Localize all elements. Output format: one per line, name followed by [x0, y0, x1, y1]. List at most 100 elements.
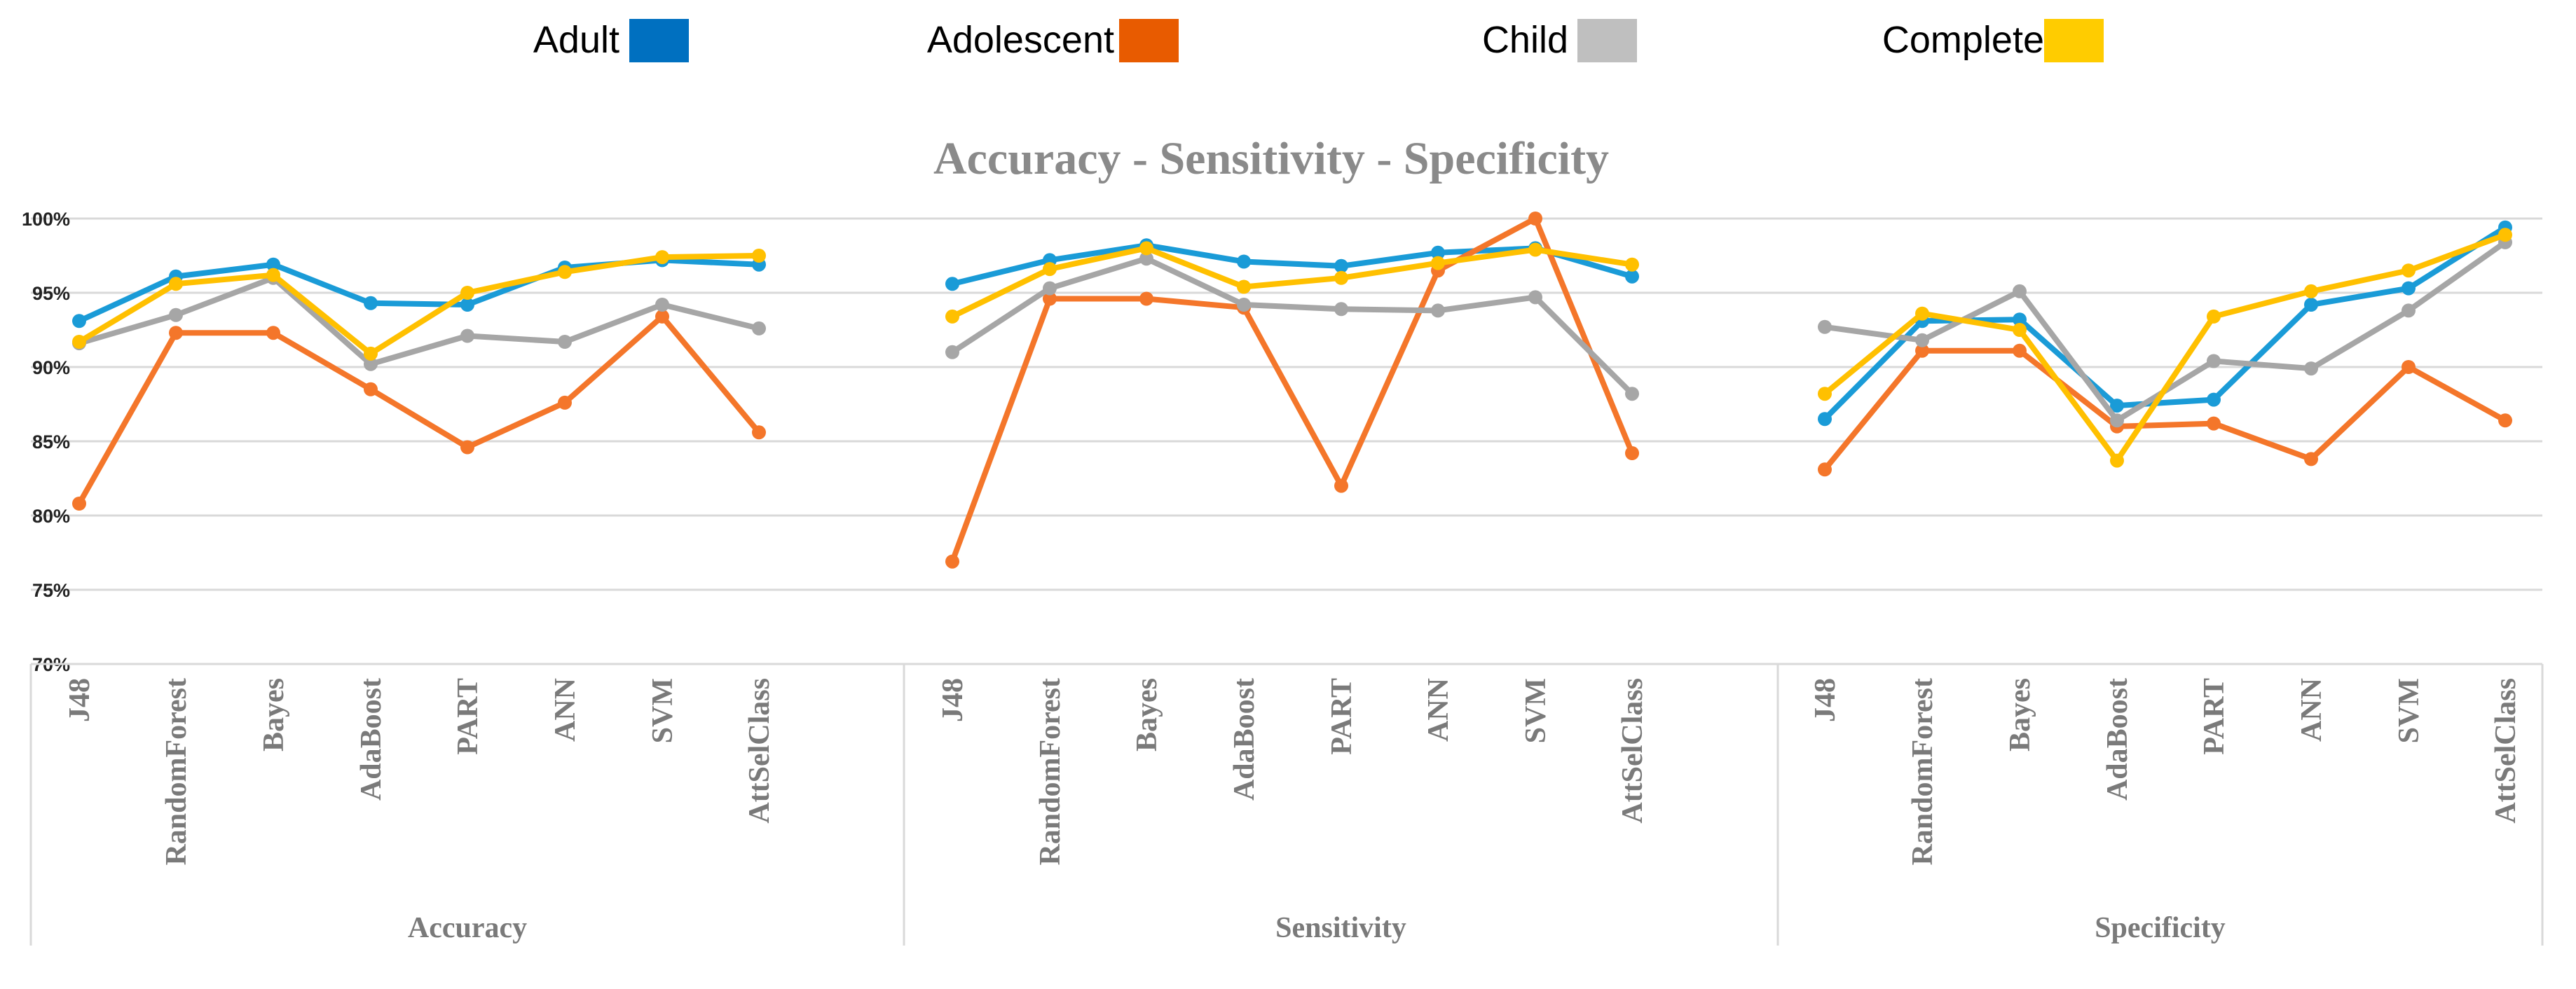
- data-point-complete: [2110, 453, 2124, 468]
- data-point-child: [1915, 333, 1929, 347]
- data-point-adult: [1237, 254, 1251, 269]
- data-point-adult: [1431, 245, 1445, 260]
- series-line-adolescent: [950, 216, 1635, 565]
- data-point-child: [2304, 361, 2318, 376]
- group-label-sensitivity: Sensitivity: [1275, 912, 1406, 944]
- data-point-complete: [1334, 270, 1348, 285]
- data-point-adolescent: [2304, 452, 2318, 466]
- series-line-child: [76, 275, 762, 367]
- data-point-adult: [364, 296, 378, 310]
- data-point-adult: [2402, 281, 2416, 296]
- data-point-child: [1625, 387, 1639, 401]
- data-point-child: [2013, 284, 2027, 298]
- x-tick-label: SVM: [2393, 678, 2425, 743]
- data-point-adult: [2110, 399, 2124, 413]
- x-tick-label: RandomForest: [160, 678, 193, 866]
- series-line-complete: [1822, 232, 2508, 464]
- data-point-adult: [2207, 392, 2221, 407]
- data-point-complete: [655, 250, 669, 265]
- data-point-complete: [1818, 387, 1832, 401]
- data-point-adolescent: [266, 326, 280, 340]
- data-point-complete: [266, 268, 280, 282]
- data-point-complete: [72, 335, 86, 349]
- y-tick-label: 75%: [32, 580, 70, 601]
- data-point-child: [1139, 251, 1153, 266]
- x-tick-label: RandomForest: [1034, 678, 1067, 866]
- data-point-adolescent: [1334, 478, 1348, 493]
- group-label-accuracy: Accuracy: [408, 912, 527, 944]
- data-point-complete: [1043, 262, 1057, 277]
- data-point-child: [460, 328, 474, 343]
- x-tick-label: AdaBoost: [1228, 678, 1261, 801]
- data-point-child: [1528, 290, 1542, 305]
- data-point-adult: [460, 298, 474, 312]
- data-point-complete: [1625, 257, 1639, 272]
- data-point-complete: [1237, 279, 1251, 294]
- data-point-child: [558, 335, 572, 349]
- x-tick-label: PART: [452, 678, 484, 755]
- x-tick-label: AttSelClass: [744, 678, 776, 824]
- data-point-complete: [2013, 323, 2027, 337]
- data-point-adolescent: [558, 395, 572, 410]
- data-point-child: [2110, 413, 2124, 428]
- gridlines: [31, 217, 2542, 665]
- data-point-adolescent: [2013, 343, 2027, 358]
- x-tick-label: ANN: [2296, 678, 2328, 742]
- data-point-child: [1043, 281, 1057, 296]
- data-point-adult: [266, 257, 280, 272]
- x-axis: [29, 663, 2544, 946]
- legend-label-adolescent: Adolescent: [927, 19, 1114, 61]
- series-line-child: [950, 256, 1635, 397]
- data-point-adolescent: [1625, 446, 1639, 460]
- data-point-child: [752, 321, 766, 336]
- y-tick-label: 85%: [32, 431, 70, 452]
- data-point-adult: [1818, 412, 1832, 427]
- data-point-complete: [460, 286, 474, 300]
- data-point-adolescent: [1915, 343, 1929, 358]
- data-point-complete: [2207, 309, 2221, 324]
- data-point-complete: [2304, 284, 2318, 298]
- x-tick-label: Bayes: [2004, 678, 2036, 752]
- x-tick-label: J48: [64, 678, 96, 722]
- data-point-complete: [558, 265, 572, 279]
- x-tick-label: ANN: [549, 678, 582, 742]
- data-point-adolescent: [2402, 360, 2416, 374]
- legend-label-adult: Adult: [533, 19, 619, 61]
- data-point-complete: [1139, 241, 1153, 256]
- legend: Adult Adolescent Child Complete: [533, 19, 2104, 62]
- data-point-child: [2207, 354, 2221, 368]
- x-tick-label: AttSelClass: [2490, 678, 2522, 824]
- data-point-adolescent: [72, 497, 86, 511]
- x-tick-label: SVM: [647, 678, 679, 743]
- legend-swatch-adult: [629, 19, 689, 62]
- x-tick-label: Bayes: [1131, 678, 1163, 752]
- data-point-adolescent: [2498, 413, 2512, 428]
- data-point-adult: [2013, 312, 2027, 327]
- data-point-child: [1237, 298, 1251, 312]
- data-point-child: [1334, 302, 1348, 317]
- data-point-adult: [1625, 269, 1639, 284]
- data-point-adolescent: [945, 554, 959, 569]
- data-point-complete: [945, 309, 959, 324]
- legend-label-child: Child: [1482, 19, 1568, 61]
- series-line-adolescent: [1822, 347, 2508, 473]
- data-point-complete: [2498, 228, 2512, 242]
- data-point-child: [1431, 303, 1445, 318]
- data-point-adolescent: [1139, 291, 1153, 306]
- x-tick-label: AttSelClass: [1617, 678, 1649, 824]
- x-tick-label: J48: [1809, 678, 1842, 722]
- data-point-complete: [752, 249, 766, 263]
- data-point-complete: [1528, 242, 1542, 257]
- y-tick-label: 90%: [32, 357, 70, 378]
- group-label-specificity: Specificity: [2095, 912, 2226, 944]
- x-tick-label: AdaBoost: [355, 678, 388, 801]
- data-point-adolescent: [1043, 291, 1057, 306]
- series-layer: [72, 212, 2512, 569]
- series-adolescent: [72, 212, 2512, 569]
- y-tick-label: 100%: [22, 209, 70, 230]
- y-tick-label: 80%: [32, 506, 70, 527]
- data-point-complete: [1431, 256, 1445, 270]
- series-line-adult: [1822, 224, 2508, 422]
- data-point-adolescent: [655, 309, 669, 324]
- data-point-child: [945, 345, 959, 359]
